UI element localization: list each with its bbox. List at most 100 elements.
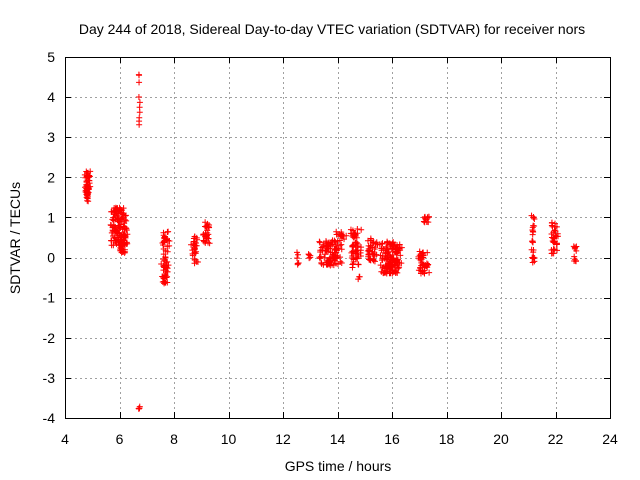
data-point [327, 241, 334, 248]
data-point [387, 270, 394, 277]
data-point [391, 268, 398, 275]
data-point [391, 241, 398, 248]
data-point [357, 249, 364, 256]
data-point [529, 239, 536, 246]
data-point [355, 261, 362, 268]
data-point [573, 257, 580, 264]
data-point [383, 255, 390, 262]
data-point [329, 237, 336, 244]
data-point [343, 232, 350, 239]
chart-title: Day 244 of 2018, Sidereal Day-to-day VTE… [79, 21, 585, 37]
data-point [571, 244, 578, 251]
data-point [349, 227, 356, 234]
y-tick-label: 2 [47, 169, 55, 185]
data-point [295, 259, 302, 266]
data-point [530, 214, 537, 221]
data-point [389, 262, 396, 269]
data-point [123, 225, 130, 232]
data-point [163, 259, 170, 266]
data-point [164, 243, 171, 250]
y-tick-label: 5 [47, 49, 55, 65]
data-point [136, 99, 143, 106]
data-point [325, 257, 332, 264]
data-point [350, 249, 357, 256]
data-point [162, 254, 169, 261]
data-point [551, 234, 558, 241]
data-point [124, 231, 131, 238]
data-point [369, 248, 376, 255]
data-point [341, 236, 348, 243]
data-point [338, 232, 345, 239]
data-point [201, 238, 208, 245]
data-point [395, 265, 402, 272]
data-point [316, 254, 323, 261]
data-point [416, 255, 423, 262]
data-point [317, 253, 324, 260]
y-axis-label: SDTVAR / TECUs [7, 182, 23, 294]
data-point [379, 240, 386, 247]
data-point [551, 227, 558, 234]
data-point [334, 238, 341, 245]
x-tick-label: 6 [116, 431, 124, 447]
data-point [367, 255, 374, 262]
data-point [365, 251, 372, 258]
data-point [85, 185, 92, 192]
data-point [356, 273, 363, 280]
data-point [376, 241, 383, 248]
data-point [294, 255, 301, 262]
data-point [381, 269, 388, 276]
data-point [118, 246, 125, 253]
data-point [194, 236, 201, 243]
grid [65, 57, 610, 418]
data-point [385, 260, 392, 267]
data-point [571, 253, 578, 260]
data-point [353, 234, 360, 241]
data-point [352, 255, 359, 262]
data-point [373, 251, 380, 258]
data-point [573, 247, 580, 254]
data-point [136, 72, 143, 79]
data-point [121, 249, 128, 256]
data-point [191, 242, 198, 249]
data-point [160, 251, 167, 258]
x-tick-label: 10 [221, 431, 237, 447]
data-point [160, 238, 167, 245]
data-point [122, 212, 129, 219]
data-point [350, 258, 357, 265]
data-point [417, 257, 424, 264]
data-point [320, 241, 327, 248]
data-point [551, 220, 558, 227]
data-point [349, 253, 356, 260]
data-point [166, 238, 173, 245]
data-point [338, 260, 345, 267]
data-point [329, 261, 336, 268]
data-point [426, 269, 433, 276]
data-point [393, 249, 400, 256]
data-point [530, 254, 537, 261]
data-point [371, 258, 378, 265]
data-point [115, 210, 122, 217]
data-point [529, 238, 536, 245]
data-point [333, 249, 340, 256]
data-point [294, 260, 301, 267]
data-point [120, 205, 127, 212]
data-point [202, 230, 209, 237]
data-point [136, 109, 143, 116]
data-point [425, 213, 432, 220]
data-point [420, 252, 427, 259]
data-point [160, 229, 167, 236]
data-point [321, 254, 328, 261]
data-point [349, 264, 356, 271]
y-tick-labels: -4 -3 -2 -1 0 1 2 3 4 5 [43, 49, 56, 426]
data-point [162, 267, 169, 274]
data-point [396, 259, 403, 266]
data-point [333, 245, 340, 252]
y-tick-label: -2 [43, 330, 56, 346]
y-tick-label: 1 [47, 209, 55, 225]
x-tick-labels: 4 6 8 10 12 14 16 18 20 22 24 [61, 431, 618, 447]
data-point [110, 217, 117, 224]
y-tick-label: -4 [43, 410, 56, 426]
data-point [384, 265, 391, 272]
x-axis-label: GPS time / hours [285, 458, 392, 474]
data-point [383, 243, 390, 250]
